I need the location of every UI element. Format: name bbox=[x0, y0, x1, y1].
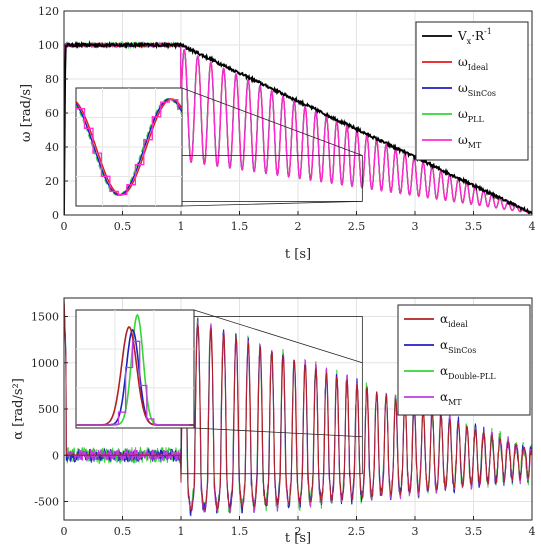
x-tick-label: 3.5 bbox=[465, 525, 483, 538]
legend-subscript: PLL bbox=[468, 115, 485, 124]
inset-series-staircase bbox=[76, 99, 179, 196]
x-tick-label: 1.5 bbox=[231, 525, 249, 538]
x-tick-label: 1 bbox=[178, 525, 185, 538]
legend-symbol: ω bbox=[458, 107, 468, 121]
legend-subscript: Double-PLL bbox=[448, 372, 496, 381]
y-axis-label: α [rad/s²] bbox=[11, 378, 26, 440]
legend-symbol: ω bbox=[458, 55, 468, 69]
y-tick-label: 60 bbox=[45, 107, 59, 120]
legend-symbol: α bbox=[440, 338, 448, 352]
legend-entry: αDouble-PLL bbox=[440, 364, 496, 381]
series-group bbox=[64, 298, 532, 517]
legend-symbol-2: ·R bbox=[471, 29, 485, 43]
inset-grid bbox=[76, 88, 182, 206]
legend-superscript: -1 bbox=[484, 27, 492, 36]
x-tick-label: 3.5 bbox=[465, 220, 483, 233]
zoom-line bbox=[181, 201, 363, 207]
ticks: 0 0.5 1 1.5 2 2.5 3 3.5 4 -500 0 500 1000 1500 bbox=[31, 311, 536, 539]
x-tick-label: 0.5 bbox=[114, 525, 132, 538]
legend-subscript: SinCos bbox=[448, 346, 476, 355]
legend-subscript: MT bbox=[448, 398, 462, 407]
legend-subscript: x bbox=[467, 37, 472, 46]
legend-symbol: α bbox=[440, 312, 448, 326]
y-tick-label: 120 bbox=[38, 5, 59, 18]
legend-symbol: ω bbox=[458, 133, 468, 147]
y-tick-label: 0 bbox=[52, 209, 59, 222]
y-tick-label: 0 bbox=[52, 449, 59, 462]
legend-entry: ωPLL bbox=[458, 107, 484, 124]
x-axis-label: t [s] bbox=[285, 247, 311, 262]
y-tick-label: 80 bbox=[45, 73, 59, 86]
legend-entry: ωSinCos bbox=[458, 81, 496, 98]
x-tick-label: 2 bbox=[295, 525, 302, 538]
x-tick-label: 1.5 bbox=[231, 220, 249, 233]
y-tick-label: 1500 bbox=[31, 311, 59, 324]
x-tick-label: 0 bbox=[61, 525, 68, 538]
y-tick-label: 40 bbox=[45, 141, 59, 154]
legend-symbol: α bbox=[440, 390, 448, 404]
legend-box bbox=[415, 21, 529, 161]
zoom-line bbox=[193, 427, 363, 438]
inset-series bbox=[76, 98, 182, 197]
x-tick-label: 2.5 bbox=[348, 220, 366, 233]
zoom-line bbox=[193, 309, 363, 364]
y-tick-label: 500 bbox=[38, 403, 59, 416]
x-tick-label: 3 bbox=[412, 220, 419, 233]
series-line-reference bbox=[64, 40, 532, 215]
legend-subscript: MT bbox=[468, 141, 482, 150]
legend-subscript: ideal bbox=[448, 320, 468, 329]
legend-entry: Vx·R-1 bbox=[457, 27, 492, 46]
y-tick-label: 100 bbox=[38, 39, 59, 52]
x-tick-label: 2.5 bbox=[348, 525, 366, 538]
x-tick-label: 4 bbox=[529, 220, 536, 233]
series-line-ideal bbox=[64, 298, 532, 511]
legend-entry: αSinCos bbox=[440, 338, 476, 355]
inset-series-staircase bbox=[76, 340, 190, 426]
legend-entry: αideal bbox=[440, 312, 468, 329]
y-axis-label: ω [rad/s] bbox=[19, 84, 34, 142]
legend-entry: αMT bbox=[440, 390, 462, 407]
x-tick-label: 2 bbox=[295, 220, 302, 233]
y-tick-label: -500 bbox=[34, 496, 59, 509]
x-tick-label: 4 bbox=[529, 525, 536, 538]
inset-plot bbox=[75, 87, 183, 207]
legend-symbol: ω bbox=[458, 81, 468, 95]
legend-symbol: α bbox=[440, 364, 448, 378]
legend-entry: ωIdeal bbox=[458, 55, 489, 72]
y-tick-label: 20 bbox=[45, 175, 59, 188]
legend-subscript: Ideal bbox=[468, 63, 489, 72]
legend-symbol: V bbox=[457, 29, 467, 43]
x-tick-label: 1 bbox=[178, 220, 185, 233]
x-tick-label: 0.5 bbox=[114, 220, 132, 233]
inset-series bbox=[76, 313, 194, 426]
x-tick-label: 0 bbox=[61, 220, 68, 233]
x-axis-label: t [s] bbox=[285, 531, 311, 546]
zoom-line bbox=[181, 87, 363, 156]
x-tick-label: 3 bbox=[412, 525, 419, 538]
inset-plot bbox=[75, 309, 195, 429]
series-group bbox=[64, 40, 532, 215]
legend-subscript: SinCos bbox=[468, 89, 496, 98]
inset-series-line bbox=[76, 98, 182, 196]
legend-entry: ωMT bbox=[458, 133, 482, 150]
y-tick-label: 1000 bbox=[31, 357, 59, 370]
